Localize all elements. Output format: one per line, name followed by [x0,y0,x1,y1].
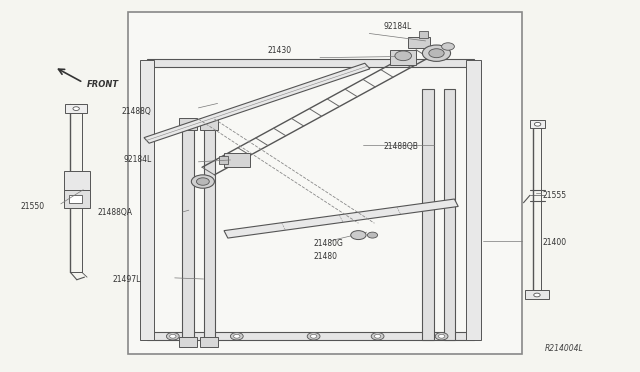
Circle shape [374,334,381,338]
Text: R214004L: R214004L [545,344,584,353]
Text: 92184L: 92184L [384,22,412,31]
Circle shape [310,334,317,338]
Circle shape [422,45,451,61]
Circle shape [166,333,179,340]
Text: 21488QB: 21488QB [384,142,419,151]
Circle shape [351,231,366,240]
Bar [390,50,416,65]
Text: 21488QA: 21488QA [97,208,132,217]
Bar [224,153,250,167]
Circle shape [371,333,384,340]
Text: 21555: 21555 [542,191,566,200]
Polygon shape [466,60,481,340]
Polygon shape [147,59,474,67]
Bar [408,37,430,48]
Text: 21488Q: 21488Q [122,107,152,116]
Polygon shape [65,104,87,113]
Circle shape [367,232,378,238]
Polygon shape [179,337,197,347]
Text: 21480G: 21480G [314,239,344,248]
Text: 21480: 21480 [314,252,338,261]
Circle shape [196,178,209,185]
Polygon shape [144,63,370,143]
Polygon shape [200,337,218,347]
Circle shape [170,334,176,338]
Bar [128,12,522,354]
Circle shape [73,107,79,110]
Polygon shape [224,199,458,238]
Bar [419,31,428,38]
Circle shape [234,334,240,338]
Polygon shape [530,120,545,128]
Text: 21497L: 21497L [113,275,141,284]
Circle shape [230,333,243,340]
Polygon shape [525,290,549,299]
Circle shape [429,49,444,58]
Circle shape [435,333,448,340]
Text: 21400: 21400 [542,238,566,247]
Polygon shape [182,126,194,340]
Text: FRONT: FRONT [86,80,118,89]
Polygon shape [422,89,434,340]
Circle shape [191,175,214,188]
Polygon shape [200,118,218,130]
Bar [219,156,228,164]
Circle shape [442,43,454,50]
Text: 21550: 21550 [20,202,45,211]
Polygon shape [64,171,90,190]
Circle shape [395,51,412,61]
Circle shape [438,334,445,338]
Circle shape [534,122,541,126]
Circle shape [534,293,540,297]
Polygon shape [444,89,455,340]
Polygon shape [204,126,215,340]
Text: 21430: 21430 [267,46,291,55]
Polygon shape [64,190,90,208]
Polygon shape [179,118,197,130]
Polygon shape [140,60,154,340]
Text: 92184L: 92184L [124,155,152,164]
Bar [69,195,82,203]
Circle shape [307,333,320,340]
Polygon shape [147,332,474,340]
